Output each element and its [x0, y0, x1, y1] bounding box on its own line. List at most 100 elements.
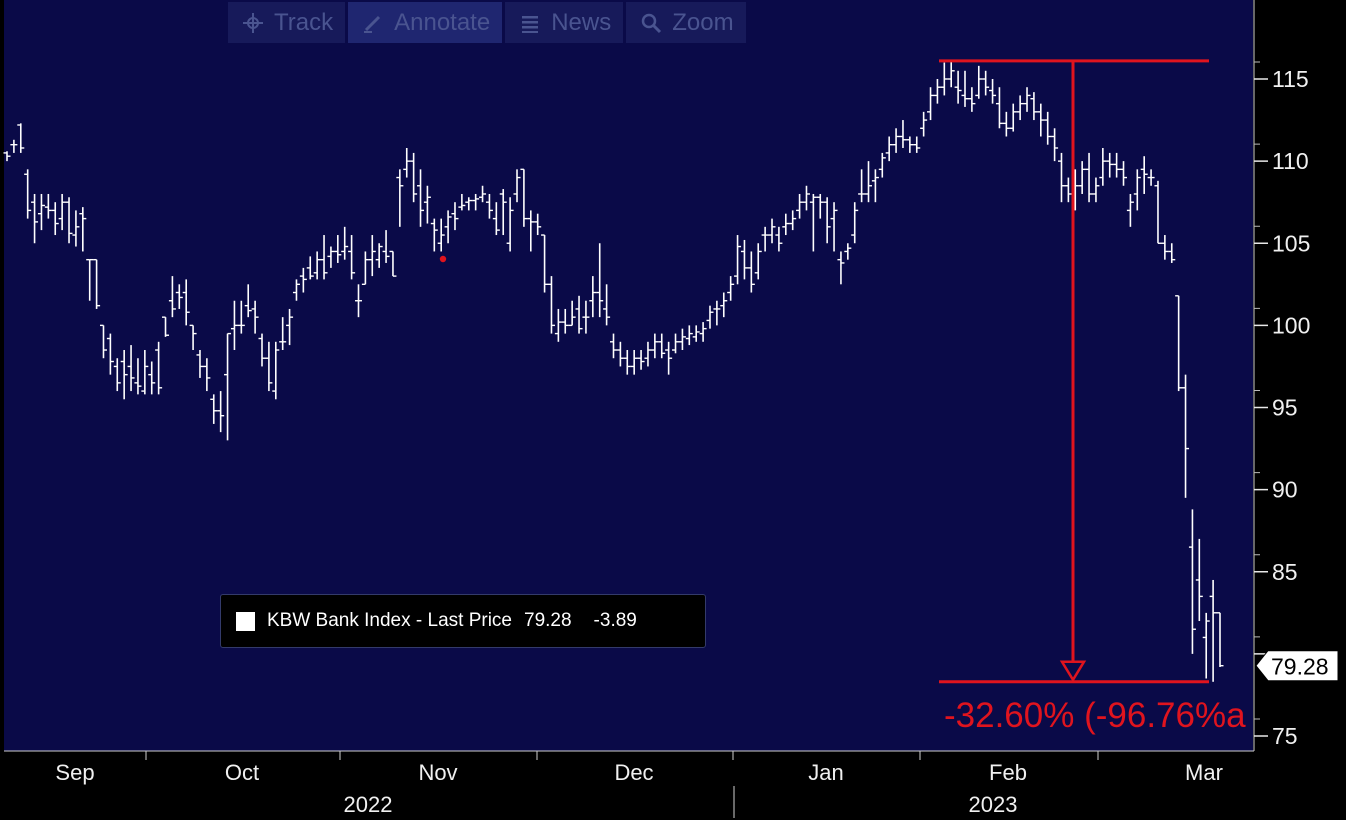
ohlc-bar: [534, 213, 542, 236]
ohlc-bar: [610, 333, 617, 359]
x-month-label-sep: Sep: [55, 760, 94, 785]
ohlc-bar: [754, 243, 762, 280]
ohlc-bar: [354, 284, 362, 318]
ohlc-bar: [561, 308, 569, 334]
last-price-tag-label: 79.28: [1271, 654, 1329, 680]
track-button-label: Track: [274, 8, 334, 36]
red-dot-marker: [439, 255, 447, 263]
ohlc-bar: [1113, 152, 1121, 178]
ohlc-bar: [527, 210, 535, 252]
ohlc-bar: [1106, 152, 1114, 178]
ohlc-bar: [899, 120, 907, 148]
ohlc-bar: [1154, 180, 1162, 244]
ohlc-bar: [1044, 111, 1052, 145]
ohlc-bar: [768, 218, 776, 244]
ohlc-bar: [782, 213, 790, 236]
ohlc-bar: [1182, 374, 1190, 498]
ohlc-bar: [417, 169, 425, 227]
ohlc-bar: [127, 345, 135, 392]
ohlc-bar: [1099, 147, 1107, 186]
ohlc-bar: [1161, 235, 1169, 260]
x-month-label-nov: Nov: [418, 760, 457, 785]
y-tick-label-85: 85: [1272, 559, 1298, 585]
ohlc-bar: [410, 152, 418, 203]
ohlc-bar: [989, 79, 997, 104]
ohlc-bar: [1126, 193, 1134, 227]
ohlc-bar: [665, 341, 673, 375]
ohlc-bar: [444, 210, 452, 244]
ohlc-bar: [396, 169, 404, 227]
ohlc-bar: [616, 341, 624, 367]
ohlc-bar: [871, 169, 879, 203]
ohlc-bar: [789, 210, 797, 231]
ohlc-bar: [913, 136, 921, 153]
ohlc-bar: [93, 258, 101, 309]
ohlc-bar: [1085, 152, 1093, 203]
ohlc-bar: [734, 235, 742, 285]
ohlc-bar: [506, 197, 514, 252]
ohlc-bar: [79, 207, 87, 252]
ohlc-bar: [582, 300, 590, 334]
ohlc-bar: [678, 328, 686, 351]
ohlc-bar: [99, 324, 107, 359]
chart-toolbar: Track Annotate News Zoom: [228, 2, 746, 43]
zoom-button[interactable]: Zoom: [626, 2, 746, 43]
x-month-label-dec: Dec: [614, 760, 653, 785]
ohlc-bar: [1057, 152, 1065, 203]
ohlc-bar: [885, 136, 893, 162]
ohlc-bar: [334, 235, 342, 263]
ohlc-bar: [361, 251, 369, 286]
x-month-label-mar: Mar: [1185, 760, 1223, 785]
legend-change: -3.89: [593, 610, 637, 631]
ohlc-bar: [382, 230, 390, 263]
ohlc-bar: [699, 322, 707, 342]
ohlc-bar: [17, 123, 25, 153]
ohlc-bar: [982, 70, 990, 96]
ohlc-bar: [189, 324, 197, 351]
track-button[interactable]: Track: [228, 2, 346, 43]
drawdown-arrow-head: [1059, 660, 1087, 683]
x-month-label-oct: Oct: [225, 760, 259, 785]
ohlc-bar: [658, 333, 666, 359]
ohlc-bar: [37, 193, 45, 231]
ohlc-bar: [134, 358, 142, 395]
ohlc-bar: [630, 350, 638, 375]
last-price-tag: 79.28: [1255, 650, 1339, 682]
y-tick-label-100: 100: [1272, 312, 1310, 338]
ohlc-bar: [375, 243, 383, 268]
ohlc-bar: [3, 151, 11, 162]
ohlc-bar: [1023, 87, 1031, 112]
ohlc-bar: [272, 341, 280, 400]
ohlc-bar: [1092, 177, 1100, 203]
chart-legend[interactable]: KBW Bank Index - Last Price 79.28 -3.89: [220, 594, 706, 648]
ohlc-bar: [520, 168, 528, 227]
annotate-button[interactable]: Annotate: [348, 2, 503, 43]
ohlc-bar: [286, 308, 294, 346]
ohlc-bar: [1202, 612, 1210, 679]
ohlc-bar: [175, 284, 183, 309]
ohlc-bar: [279, 317, 287, 351]
news-button[interactable]: News: [505, 2, 624, 43]
news-icon: [522, 15, 539, 33]
ohlc-bar: [623, 350, 631, 375]
ohlc-bar: [458, 193, 466, 211]
ohlc-bar: [31, 193, 39, 244]
x-year-label-2022: 2022: [344, 792, 393, 817]
ohlc-bar: [802, 185, 810, 211]
x-month-label-feb: Feb: [989, 760, 1027, 785]
ohlc-bar: [217, 391, 225, 433]
ohlc-bar: [306, 256, 314, 280]
ohlc-bar: [589, 276, 597, 318]
ohlc-bar: [230, 300, 238, 351]
x-month-label-jan: Jan: [808, 760, 843, 785]
ohlc-bar: [244, 284, 252, 318]
ohlc-bar: [727, 276, 735, 301]
ohlc-bar: [86, 258, 94, 301]
ohlc-bar: [554, 308, 562, 342]
ohlc-bar: [320, 235, 328, 280]
ohlc-bar: [141, 350, 149, 395]
last-price-tag-shape: [1255, 650, 1339, 682]
ohlc-bar: [995, 87, 1003, 129]
ohlc-bar: [196, 350, 204, 378]
